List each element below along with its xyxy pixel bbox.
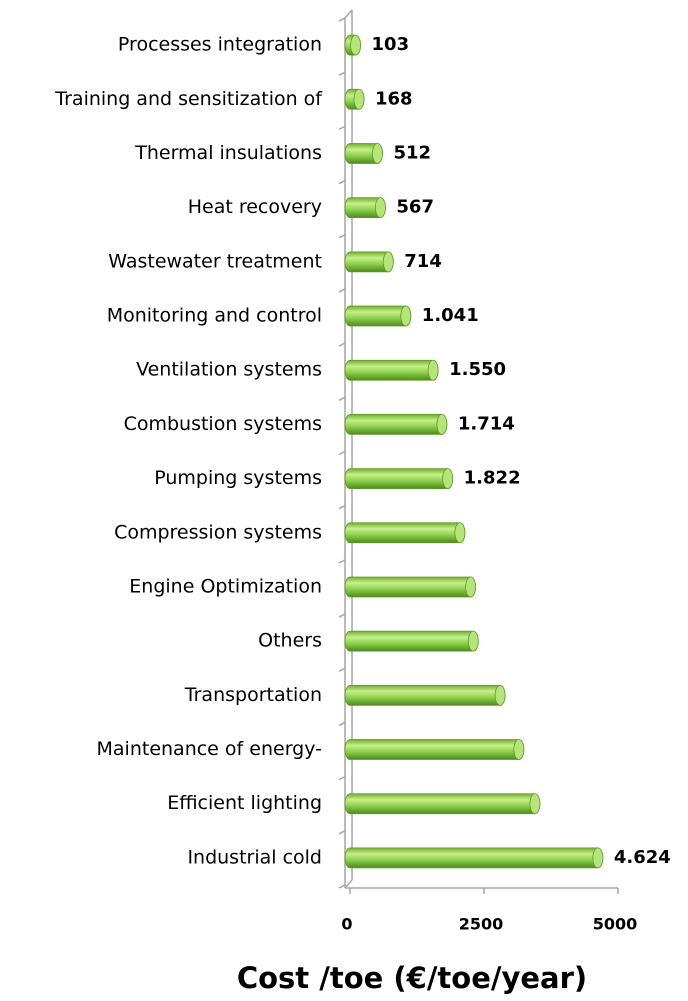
category-tick [338, 125, 346, 131]
value-label: 714 [404, 251, 442, 272]
category-tick [338, 288, 346, 293]
bar-cap [372, 143, 383, 164]
category-tick [338, 721, 346, 727]
value-label: 1.822 [464, 468, 521, 489]
x-axis-title: Cost /toe (€/toe/year) [237, 961, 587, 995]
category-tick [338, 71, 346, 76]
value-label: 168 [375, 88, 413, 109]
y-tick-label: Others [258, 630, 322, 652]
category-tick [338, 884, 346, 889]
bar-cap [465, 576, 477, 598]
bar [344, 359, 439, 381]
y-tick-label: Monitoring and control [107, 305, 322, 327]
category-tick [338, 396, 346, 401]
value-label: 103 [372, 34, 410, 55]
y-tick-label: Wastewater treatment [108, 250, 322, 272]
y-tick-label: Combustion systems [124, 413, 322, 435]
category-tick [338, 613, 346, 618]
category-tick [338, 17, 346, 22]
value-label: 4.624 [614, 847, 671, 868]
y-tick-label: Transportation [184, 684, 322, 706]
bar-cap [382, 251, 394, 273]
category-tick [338, 667, 346, 672]
y-tick-label: Industrial cold [187, 846, 322, 868]
bar-cap [350, 34, 361, 56]
y-tick-label: Engine Optimization [129, 575, 322, 597]
bar [344, 793, 541, 815]
category-tick [338, 450, 346, 456]
bar-cap [467, 630, 479, 652]
category-tick [338, 179, 346, 185]
bar [344, 739, 525, 760]
y-tick-label: Heat recovery [188, 196, 322, 218]
bar [344, 522, 466, 544]
category-tick [338, 830, 346, 835]
bar-cap [454, 522, 466, 544]
bar-cap [529, 793, 541, 815]
category-tick [338, 505, 346, 510]
bar-cap [494, 684, 506, 706]
value-label: 1.714 [458, 413, 515, 434]
value-label: 1.550 [449, 359, 506, 380]
bar-cap [353, 88, 365, 110]
bar [344, 468, 454, 489]
y-tick-label: Thermal insulations [134, 142, 322, 164]
y-tick-label: Training and sensitization of [54, 88, 323, 110]
bar-cap [400, 305, 412, 327]
y-tick-label: Processes integration [118, 34, 322, 56]
x-tick-label: 5000 [593, 915, 638, 934]
category-tick [338, 234, 346, 239]
bar [344, 630, 479, 652]
value-label: 1.041 [422, 305, 479, 326]
value-label: 512 [393, 142, 431, 163]
bar-cap [513, 739, 525, 760]
x-tick-label: 2500 [459, 915, 504, 934]
bar [344, 576, 476, 598]
value-label: 567 [396, 197, 434, 218]
y-tick-label: Compression systems [114, 521, 322, 543]
bar-cap [427, 359, 439, 381]
y-tick-label: Efficient lighting [167, 792, 322, 814]
x-tick-label: 0 [341, 915, 352, 934]
y-tick-label: Ventilation systems [136, 359, 322, 381]
bar [344, 414, 448, 435]
y-tick-label: Pumping systems [154, 467, 322, 489]
y-tick-label: Maintenance of energy- [97, 738, 322, 760]
bar-cap [374, 197, 386, 219]
bar [344, 847, 604, 869]
category-tick [338, 559, 346, 564]
bar-cap [592, 847, 604, 869]
bar [344, 684, 506, 706]
bar-cap [436, 414, 448, 435]
bar-cap [442, 468, 454, 489]
category-tick [338, 775, 346, 781]
category-tick [338, 342, 346, 347]
